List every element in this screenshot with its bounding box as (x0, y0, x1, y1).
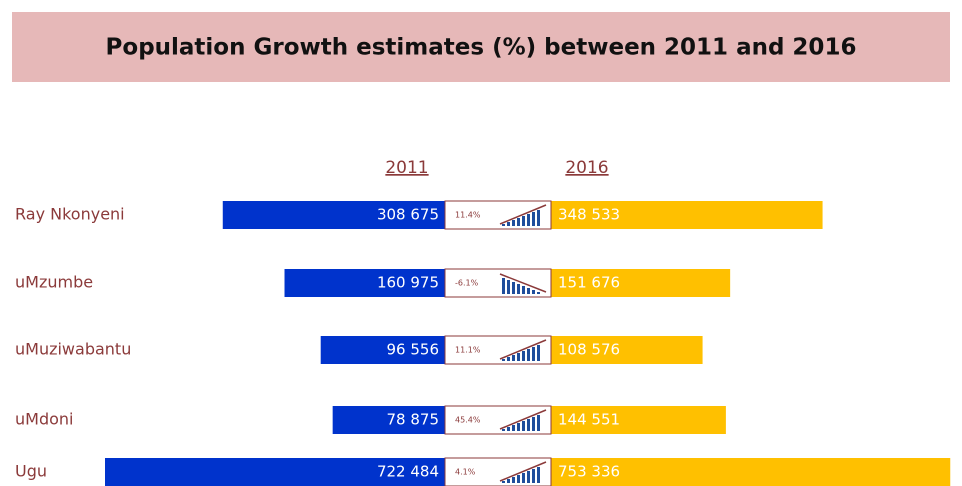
icon-bar (527, 349, 530, 361)
icon-bar (512, 425, 515, 431)
growth-label: 11.4% (455, 211, 481, 220)
icon-bar (502, 429, 505, 431)
growth-icon (499, 273, 547, 294)
icon-bar (507, 280, 510, 294)
icon-bar (522, 286, 525, 294)
icon-bar (507, 357, 510, 361)
value-label-2016: 108 576 (558, 341, 620, 359)
column-header: 2011 (385, 158, 428, 178)
bar-2011 (222, 201, 445, 229)
icon-bar (517, 218, 520, 226)
growth-label: 45.4% (455, 416, 481, 425)
icon-bar (502, 359, 505, 361)
icon-bar (507, 222, 510, 226)
bar-2011 (284, 269, 445, 297)
bar-2011 (320, 336, 445, 364)
value-label-2011: 722 484 (377, 463, 439, 481)
value-label-2011: 308 675 (377, 206, 439, 224)
row-label: uMdoni (15, 410, 73, 429)
bar-2016 (551, 336, 703, 364)
icon-bar (517, 423, 520, 431)
icon-bar (512, 282, 515, 294)
icon-arrow (499, 461, 547, 482)
value-label-2016: 348 533 (558, 206, 620, 224)
icon-bar (517, 475, 520, 483)
icon-bar (522, 216, 525, 226)
growth-label: 11.1% (455, 346, 481, 355)
growth-icon (499, 409, 547, 431)
bar-2016 (551, 458, 951, 486)
title-band (12, 12, 950, 82)
bar-2016 (551, 269, 731, 297)
value-label-2016: 151 676 (558, 274, 620, 292)
row-label: Ugu (15, 462, 47, 481)
row-label: uMuziwabantu (15, 340, 131, 359)
icon-bar (522, 473, 525, 483)
icon-bar (512, 220, 515, 226)
growth-label: 4.1% (455, 468, 476, 477)
icon-bar (537, 345, 540, 361)
icon-bar (532, 469, 535, 483)
icon-bar (532, 290, 535, 294)
icon-arrow (499, 273, 547, 293)
icon-bar (502, 481, 505, 483)
icon-bar (537, 210, 540, 226)
bar-2016 (551, 406, 726, 434)
growth-icon (499, 204, 547, 226)
value-label-2011: 96 556 (387, 341, 440, 359)
icon-bar (537, 292, 540, 294)
icon-bar (532, 417, 535, 431)
icon-bar (517, 284, 520, 294)
value-label-2016: 144 551 (558, 411, 620, 429)
icon-bar (502, 224, 505, 226)
chart-title: Population Growth estimates (%) between … (106, 35, 857, 61)
icon-bar (537, 415, 540, 431)
icon-bar (507, 479, 510, 483)
icon-bar (537, 467, 540, 483)
bar-2016 (551, 201, 823, 229)
growth-icon (499, 339, 547, 361)
value-label-2016: 753 336 (558, 463, 620, 481)
icon-bar (527, 214, 530, 226)
value-label-2011: 160 975 (377, 274, 439, 292)
bar-2011 (332, 406, 445, 434)
growth-box (444, 268, 552, 298)
icon-arrow (499, 339, 547, 360)
icon-arrow (499, 409, 547, 430)
icon-bar (527, 471, 530, 483)
bar-2011 (105, 458, 446, 486)
growth-icon (499, 461, 547, 483)
icon-bar (517, 353, 520, 361)
growth-label: -6.1% (455, 279, 479, 288)
icon-bar (512, 477, 515, 483)
icon-bar (512, 355, 515, 361)
icon-bar (502, 278, 505, 294)
icon-bar (527, 419, 530, 431)
column-header: 2016 (565, 158, 608, 178)
icon-bar (532, 347, 535, 361)
icon-bar (527, 288, 530, 294)
icon-bar (522, 351, 525, 361)
value-label-2011: 78 875 (387, 411, 440, 429)
icon-bar (522, 421, 525, 431)
icon-bar (507, 427, 510, 431)
row-label: Ray Nkonyeni (15, 205, 125, 224)
icon-arrow (499, 204, 547, 225)
row-label: uMzumbe (15, 273, 93, 292)
icon-bar (532, 212, 535, 226)
